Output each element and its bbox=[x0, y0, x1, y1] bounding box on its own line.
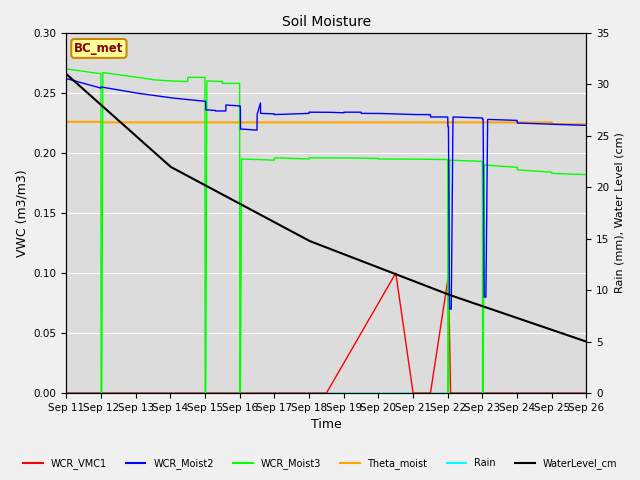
Theta_moist bbox=[262, 120, 269, 125]
Rain bbox=[582, 390, 590, 396]
WCR_Moist3 bbox=[516, 167, 524, 173]
Line: WCR_VMC1: WCR_VMC1 bbox=[67, 273, 586, 393]
Rain bbox=[516, 390, 524, 396]
Rain bbox=[572, 390, 580, 396]
Y-axis label: VWC (m3/m3): VWC (m3/m3) bbox=[15, 169, 28, 257]
WaterLevel_cm bbox=[63, 71, 70, 77]
WaterLevel_cm bbox=[262, 215, 269, 221]
Line: WCR_Moist3: WCR_Moist3 bbox=[67, 69, 586, 393]
WaterLevel_cm bbox=[153, 152, 161, 157]
WaterLevel_cm bbox=[572, 336, 580, 341]
WCR_Moist2 bbox=[63, 76, 70, 82]
Title: Soil Moisture: Soil Moisture bbox=[282, 15, 371, 29]
Theta_moist bbox=[63, 119, 70, 125]
WCR_Moist2 bbox=[153, 93, 161, 99]
WCR_VMC1 bbox=[392, 270, 399, 276]
WCR_VMC1 bbox=[63, 390, 70, 396]
WCR_Moist3 bbox=[122, 73, 130, 79]
WCR_VMC1 bbox=[582, 390, 590, 396]
Rain bbox=[63, 390, 70, 396]
WaterLevel_cm bbox=[285, 227, 292, 233]
WCR_Moist3 bbox=[262, 157, 270, 163]
Rain bbox=[285, 390, 292, 396]
Text: BC_met: BC_met bbox=[74, 42, 124, 55]
WCR_VMC1 bbox=[122, 390, 129, 396]
X-axis label: Time: Time bbox=[311, 419, 342, 432]
Rain bbox=[153, 390, 161, 396]
WCR_VMC1 bbox=[262, 390, 269, 396]
Y-axis label: Rain (mm), Water Level (cm): Rain (mm), Water Level (cm) bbox=[615, 132, 625, 293]
Line: WCR_Moist2: WCR_Moist2 bbox=[67, 79, 586, 309]
Theta_moist bbox=[582, 121, 590, 127]
WCR_Moist2 bbox=[582, 122, 590, 128]
WCR_VMC1 bbox=[516, 390, 524, 396]
WCR_Moist3 bbox=[573, 171, 580, 177]
WaterLevel_cm bbox=[122, 124, 129, 130]
WCR_Moist2 bbox=[516, 120, 524, 126]
Theta_moist bbox=[122, 120, 129, 125]
WCR_Moist3 bbox=[582, 172, 590, 178]
Legend: WCR_VMC1, WCR_Moist2, WCR_Moist3, Theta_moist, Rain, WaterLevel_cm: WCR_VMC1, WCR_Moist2, WCR_Moist3, Theta_… bbox=[19, 454, 621, 473]
WCR_Moist2 bbox=[285, 111, 292, 117]
Line: Theta_moist: Theta_moist bbox=[67, 122, 586, 124]
WCR_VMC1 bbox=[153, 390, 161, 396]
WCR_Moist2 bbox=[573, 122, 580, 128]
WCR_Moist2 bbox=[446, 306, 454, 312]
Line: WaterLevel_cm: WaterLevel_cm bbox=[67, 74, 586, 342]
WCR_Moist3 bbox=[97, 390, 105, 396]
WCR_Moist2 bbox=[122, 88, 129, 94]
Theta_moist bbox=[548, 121, 556, 127]
Rain bbox=[262, 390, 269, 396]
Rain bbox=[122, 390, 129, 396]
WCR_VMC1 bbox=[285, 390, 292, 396]
Theta_moist bbox=[153, 120, 161, 125]
WCR_Moist3 bbox=[63, 66, 70, 72]
WCR_Moist2 bbox=[262, 111, 269, 117]
Theta_moist bbox=[285, 120, 292, 125]
WaterLevel_cm bbox=[516, 316, 524, 322]
Theta_moist bbox=[573, 121, 580, 127]
WaterLevel_cm bbox=[582, 339, 590, 345]
WCR_Moist3 bbox=[285, 156, 292, 161]
WCR_VMC1 bbox=[573, 390, 580, 396]
WCR_Moist3 bbox=[153, 77, 161, 83]
Theta_moist bbox=[516, 120, 524, 125]
